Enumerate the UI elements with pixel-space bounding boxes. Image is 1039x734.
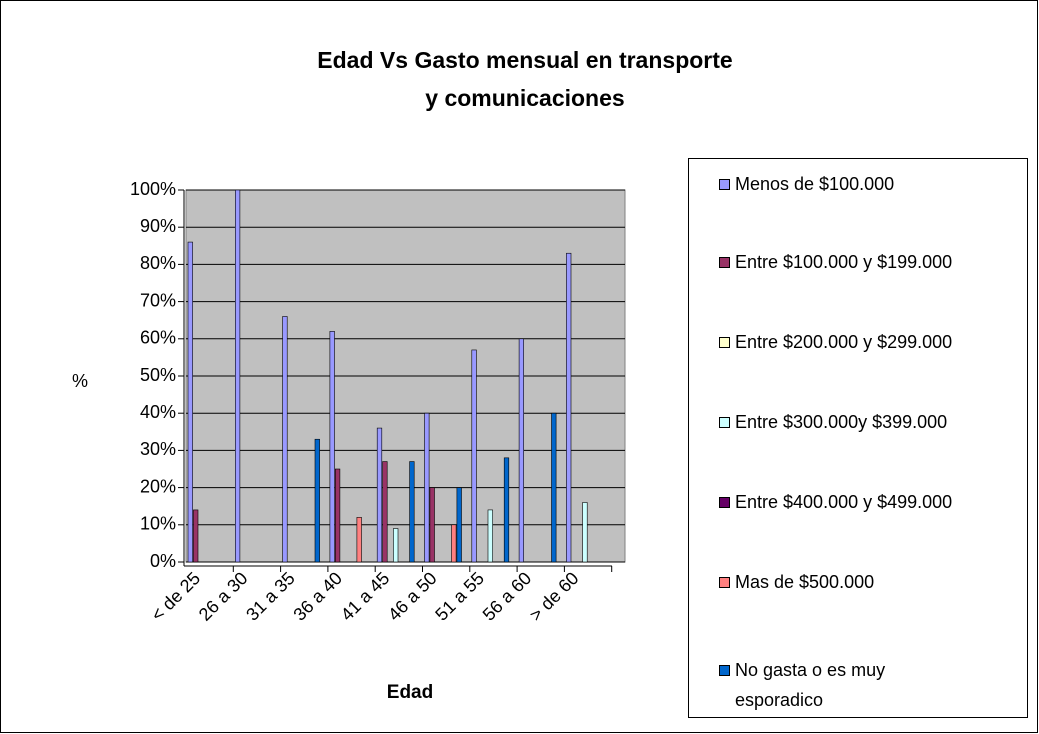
- bar: [409, 461, 415, 563]
- y-tick-label: 0%: [150, 551, 176, 571]
- legend-label: Menos de $100.000: [735, 174, 895, 194]
- bar: [193, 509, 199, 563]
- legend-label: Entre $200.000 y $299.000: [735, 332, 953, 352]
- y-tick-label: 30%: [140, 439, 176, 459]
- legend-entry: Entre $300.000y $399.000: [719, 407, 975, 437]
- legend-label: Entre $300.000y $399.000: [735, 412, 948, 432]
- legend-swatch: [719, 257, 730, 268]
- bar: [382, 461, 388, 563]
- legend-label: No gasta o es muy esporadico: [735, 660, 886, 710]
- bar: [429, 487, 435, 563]
- chart-title: Edad Vs Gasto mensual en transporte: [317, 47, 732, 73]
- bar: [424, 412, 430, 563]
- y-tick-label: 70%: [140, 290, 176, 310]
- legend-swatch: [719, 417, 730, 428]
- y-axis-label: %: [72, 371, 88, 391]
- y-tick-label: 40%: [140, 402, 176, 422]
- bar: [329, 331, 335, 563]
- legend-entry: No gasta o es muy esporadico: [719, 655, 975, 715]
- y-tick-label: 10%: [140, 514, 176, 534]
- legend-label: Mas de $500.000: [735, 572, 875, 592]
- legend: Menos de $100.000 Entre $100.000 y $199.0…: [688, 158, 1028, 718]
- x-axis-label: Edad: [387, 682, 433, 703]
- bar: [376, 427, 383, 563]
- legend-swatch: [719, 665, 730, 676]
- legend-entry: Mas de $500.000: [719, 567, 975, 597]
- y-tick-label: 50%: [140, 365, 176, 385]
- legend-label: Entre $400.000 y $499.000: [735, 492, 953, 512]
- bar: [393, 528, 399, 563]
- bar: [456, 487, 462, 563]
- bar: [334, 468, 341, 563]
- bar: [451, 524, 457, 563]
- chart-title: y comunicaciones: [425, 85, 624, 111]
- legend-swatch: [719, 577, 730, 588]
- bar: [282, 316, 288, 563]
- bar: [235, 189, 241, 563]
- bar: [356, 517, 362, 563]
- y-tick-label: 20%: [140, 476, 176, 496]
- legend-label: Entre $100.000 y $199.000: [735, 252, 953, 272]
- bar: [187, 241, 193, 563]
- legend-swatch: [719, 179, 730, 190]
- legend-swatch: [719, 337, 730, 348]
- y-tick-label: 90%: [140, 216, 176, 236]
- bar: [551, 412, 557, 563]
- legend-entry: Entre $200.000 y $299.000: [719, 327, 975, 357]
- bar: [314, 438, 320, 563]
- y-tick-label: 80%: [140, 253, 176, 273]
- bar: [566, 252, 572, 563]
- y-tick-label: 100%: [130, 179, 176, 199]
- bar: [518, 338, 524, 563]
- legend-swatch: [719, 497, 730, 508]
- legend-entry: Entre $100.000 y $199.000: [719, 247, 975, 277]
- legend-entry: Menos de $100.000: [719, 169, 975, 199]
- bar: [471, 349, 477, 563]
- bar: [487, 509, 493, 563]
- y-tick-label: 60%: [140, 328, 176, 348]
- bar: [503, 457, 510, 563]
- legend-entry: Entre $400.000 y $499.000: [719, 487, 975, 517]
- bar: [582, 502, 588, 563]
